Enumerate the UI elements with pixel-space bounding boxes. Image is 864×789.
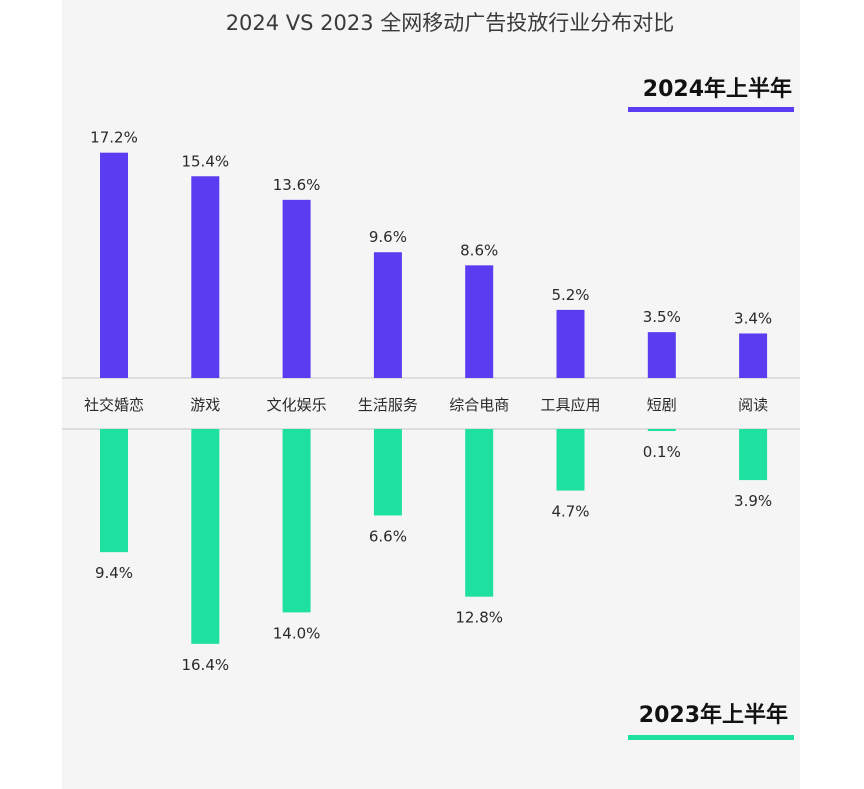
bar-2023-1 [191,429,220,644]
category-label-5: 工具应用 [540,396,600,414]
value-label-2024-4: 8.6% [460,241,498,259]
category-labels: 社交婚恋 游戏 文化娱乐 生活服务 综合电商 工具应用 短剧 阅读 [84,396,768,414]
bar-2023-5 [556,429,585,491]
value-label-2024-7: 3.4% [734,309,772,327]
bar-2023-3 [373,429,402,516]
value-label-2023-0: 9.4% [95,564,133,582]
bar-2024-1 [191,176,220,378]
bar-2024-0 [100,152,128,378]
value-label-2024-1: 15.4% [181,152,229,170]
value-label-2024-3: 9.6% [369,228,407,246]
value-label-2023-1: 16.4% [181,656,229,674]
bar-2023-0 [100,429,128,553]
chart-title: 2024 VS 2023 全网移动广告投放行业分布对比 [226,11,675,35]
legend-2024-label: 2024年上半年 [643,76,792,102]
bar-2024-7 [739,333,768,378]
bar-2023-6 [647,429,676,431]
value-label-2024-5: 5.2% [551,286,589,304]
category-label-2: 文化娱乐 [267,396,327,414]
value-label-2024-0: 17.2% [90,129,138,147]
category-label-4: 综合电商 [449,396,509,414]
series-2024: 17.2% 15.4% 13.6% 9.6% 8.6% 5.2% 3.5% 3.4% [90,129,772,378]
value-label-2023-7: 3.9% [734,492,772,510]
series-2023: 9.4% 16.4% 14.0% 6.6% 12.8% 4.7% 0.1% 3.9% [95,429,772,674]
category-label-3: 生活服务 [358,396,418,414]
bar-2024-5 [556,309,585,378]
bar-2024-3 [373,252,402,378]
bar-2024-4 [465,265,494,378]
bar-2023-2 [282,429,311,613]
bar-2023-4 [465,429,494,597]
value-label-2023-6: 0.1% [643,443,681,461]
value-label-2023-5: 4.7% [551,503,589,521]
value-label-2024-2: 13.6% [273,176,321,194]
category-label-7: 阅读 [738,396,768,414]
chart-panel [62,0,800,789]
bar-2024-2 [282,199,311,378]
value-label-2024-6: 3.5% [643,308,681,326]
category-label-1: 游戏 [190,396,220,414]
category-label-6: 短剧 [647,396,677,414]
category-label-0: 社交婚恋 [84,396,144,414]
bar-2024-6 [647,332,676,378]
value-label-2023-4: 12.8% [455,609,503,627]
legend-2024-underline [628,107,794,112]
value-label-2023-2: 14.0% [273,624,321,642]
legend-2023-underline [628,735,794,740]
legend-2023-label: 2023年上半年 [639,702,788,728]
value-label-2023-3: 6.6% [369,527,407,545]
bar-2023-7 [739,429,768,481]
